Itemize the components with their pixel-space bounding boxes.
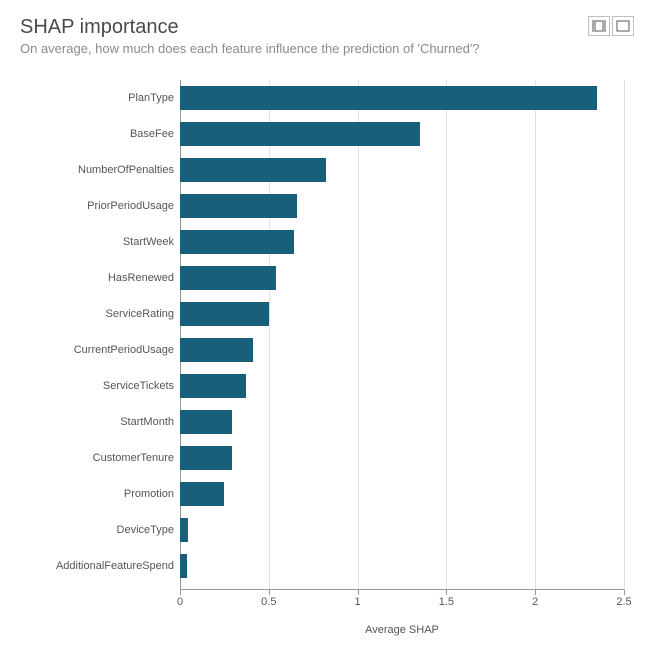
y-axis-line <box>180 80 181 590</box>
bar <box>180 518 188 542</box>
bar <box>180 374 246 398</box>
tick-mark <box>358 590 359 595</box>
expand-horizontal-button[interactable] <box>588 16 610 36</box>
feature-label: AdditionalFeatureSpend <box>56 560 180 572</box>
x-axis-line <box>180 589 624 590</box>
feature-label: HasRenewed <box>108 272 180 284</box>
bar-row: Promotion <box>180 482 624 506</box>
feature-label: Promotion <box>124 488 180 500</box>
bar <box>180 158 326 182</box>
expand-full-button[interactable] <box>612 16 634 36</box>
bar-row: AdditionalFeatureSpend <box>180 554 624 578</box>
feature-label: CurrentPeriodUsage <box>74 344 180 356</box>
expand-horizontal-icon <box>592 20 606 32</box>
bar <box>180 302 269 326</box>
title-block: SHAP importance On average, how much doe… <box>20 16 480 56</box>
x-tick-label: 0.5 <box>261 596 276 608</box>
feature-label: DeviceType <box>117 524 180 536</box>
tick-mark <box>446 590 447 595</box>
tick-mark <box>624 590 625 595</box>
bar-row: CurrentPeriodUsage <box>180 338 624 362</box>
feature-label: StartWeek <box>123 236 180 248</box>
feature-label: PriorPeriodUsage <box>87 200 180 212</box>
feature-label: StartMonth <box>120 416 180 428</box>
gridline <box>269 80 270 590</box>
gridline <box>624 80 625 590</box>
feature-label: ServiceTickets <box>103 380 180 392</box>
plot-region: 00.511.522.5PlanTypeBaseFeeNumberOfPenal… <box>180 80 624 590</box>
bar-row: StartWeek <box>180 230 624 254</box>
bar <box>180 410 232 434</box>
feature-label: CustomerTenure <box>93 452 180 464</box>
bar <box>180 446 232 470</box>
bar <box>180 194 297 218</box>
x-tick-label: 2 <box>532 596 538 608</box>
bar <box>180 482 224 506</box>
bar <box>180 266 276 290</box>
chart-area: 0 0.5 1 1.5 2 2.5 PlanType BaseFee NumberOfPenal… <box>20 80 634 640</box>
gridline <box>446 80 447 590</box>
header: SHAP importance On average, how much doe… <box>20 16 634 56</box>
bar-row: DeviceType <box>180 518 624 542</box>
chart-subtitle: On average, how much does each feature i… <box>20 41 480 56</box>
tick-mark <box>535 590 536 595</box>
bar-row: PlanType <box>180 86 624 110</box>
bar <box>180 86 597 110</box>
tick-mark <box>269 590 270 595</box>
bar-row: BaseFee <box>180 122 624 146</box>
gridline <box>535 80 536 590</box>
gridline <box>358 80 359 590</box>
bar-row: PriorPeriodUsage <box>180 194 624 218</box>
x-tick-label: 1 <box>355 596 361 608</box>
bar <box>180 338 253 362</box>
bar-row: StartMonth <box>180 410 624 434</box>
chart-title: SHAP importance <box>20 16 480 39</box>
bar-row: HasRenewed <box>180 266 624 290</box>
bar-row: NumberOfPenalties <box>180 158 624 182</box>
x-tick-label: 2.5 <box>616 596 631 608</box>
x-tick-label: 1.5 <box>439 596 454 608</box>
bar <box>180 230 294 254</box>
expand-full-icon <box>616 20 630 32</box>
x-axis-label: Average SHAP <box>180 624 624 636</box>
feature-label: BaseFee <box>130 128 180 140</box>
tick-mark <box>180 590 181 595</box>
feature-label: ServiceRating <box>106 308 180 320</box>
feature-label: NumberOfPenalties <box>78 164 180 176</box>
feature-label: PlanType <box>128 92 180 104</box>
x-tick-label: 0 <box>177 596 183 608</box>
bar-row: ServiceRating <box>180 302 624 326</box>
bar-row: ServiceTickets <box>180 374 624 398</box>
bar-row: CustomerTenure <box>180 446 624 470</box>
toolbar <box>588 16 634 36</box>
bar <box>180 122 420 146</box>
bar <box>180 554 187 578</box>
